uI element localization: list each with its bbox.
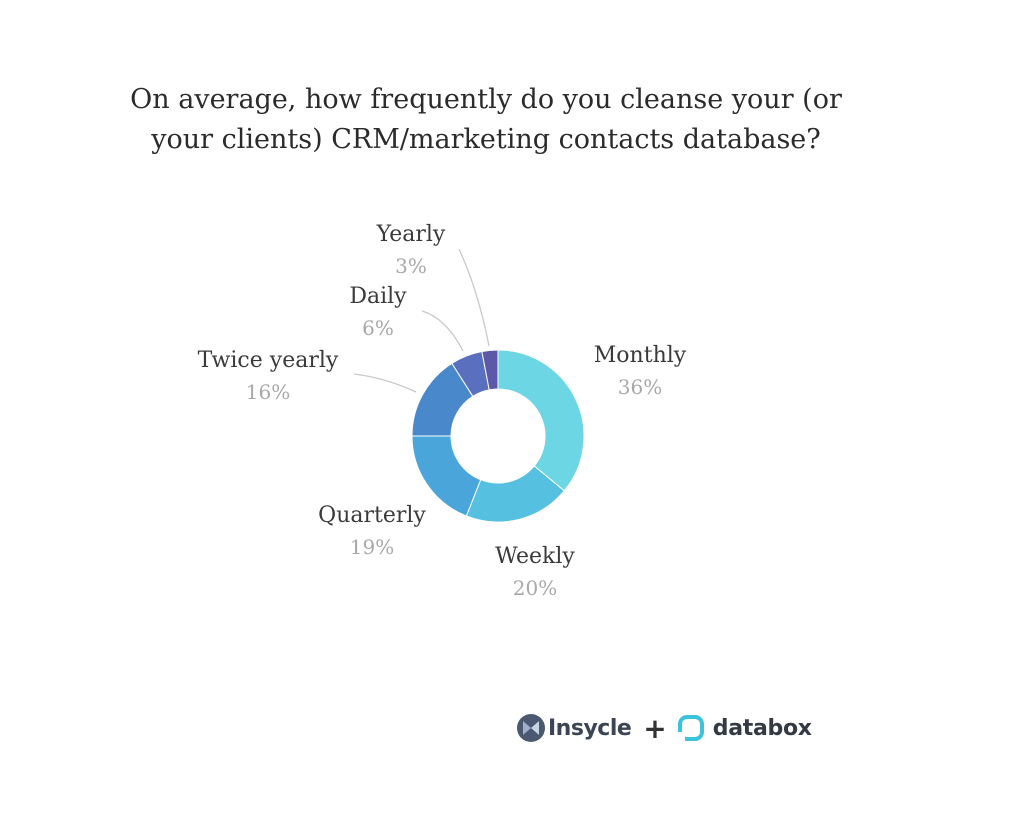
donut-slices xyxy=(411,349,585,523)
slice-yearly xyxy=(481,349,499,391)
slice-label-twice-yearly: Twice yearly xyxy=(198,348,339,373)
leader-line-twice-yearly xyxy=(353,373,417,393)
leader-line-daily xyxy=(421,310,464,352)
slice-label-weekly: Weekly xyxy=(495,544,575,569)
chart-title: On average, how frequently do you cleans… xyxy=(0,80,972,160)
chart-title-line-1: On average, how frequently do you cleans… xyxy=(130,84,842,115)
slice-label-quarterly: Quarterly xyxy=(318,503,426,528)
databox-wordmark: databox xyxy=(712,715,812,741)
slice-value-quarterly: 19% xyxy=(350,535,394,559)
slice-monthly xyxy=(497,349,585,492)
insycle-logo-icon xyxy=(517,714,545,742)
plus-sign: + xyxy=(643,711,667,745)
slice-value-weekly: 20% xyxy=(513,576,557,600)
brand-logos: Insycle + databox xyxy=(516,708,812,748)
slice-value-monthly: 36% xyxy=(618,375,662,399)
slice-label-monthly: Monthly xyxy=(594,343,687,368)
slice-labels: Monthly 36% Weekly 20% Quarterly 19% Twice yea… xyxy=(198,222,687,600)
slice-label-yearly: Yearly xyxy=(376,222,446,247)
slice-value-yearly: 3% xyxy=(395,254,427,278)
slice-label-daily: Daily xyxy=(349,284,407,309)
databox-logo-icon xyxy=(676,715,704,742)
leader-line-yearly xyxy=(458,248,490,347)
chart-title-line-2: your clients) CRM/marketing contacts dat… xyxy=(151,124,821,155)
insycle-wordmark: Insycle xyxy=(548,715,632,741)
slice-value-twice-yearly: 16% xyxy=(246,380,290,404)
slice-value-daily: 6% xyxy=(362,316,394,340)
label-leader-lines xyxy=(353,248,490,393)
